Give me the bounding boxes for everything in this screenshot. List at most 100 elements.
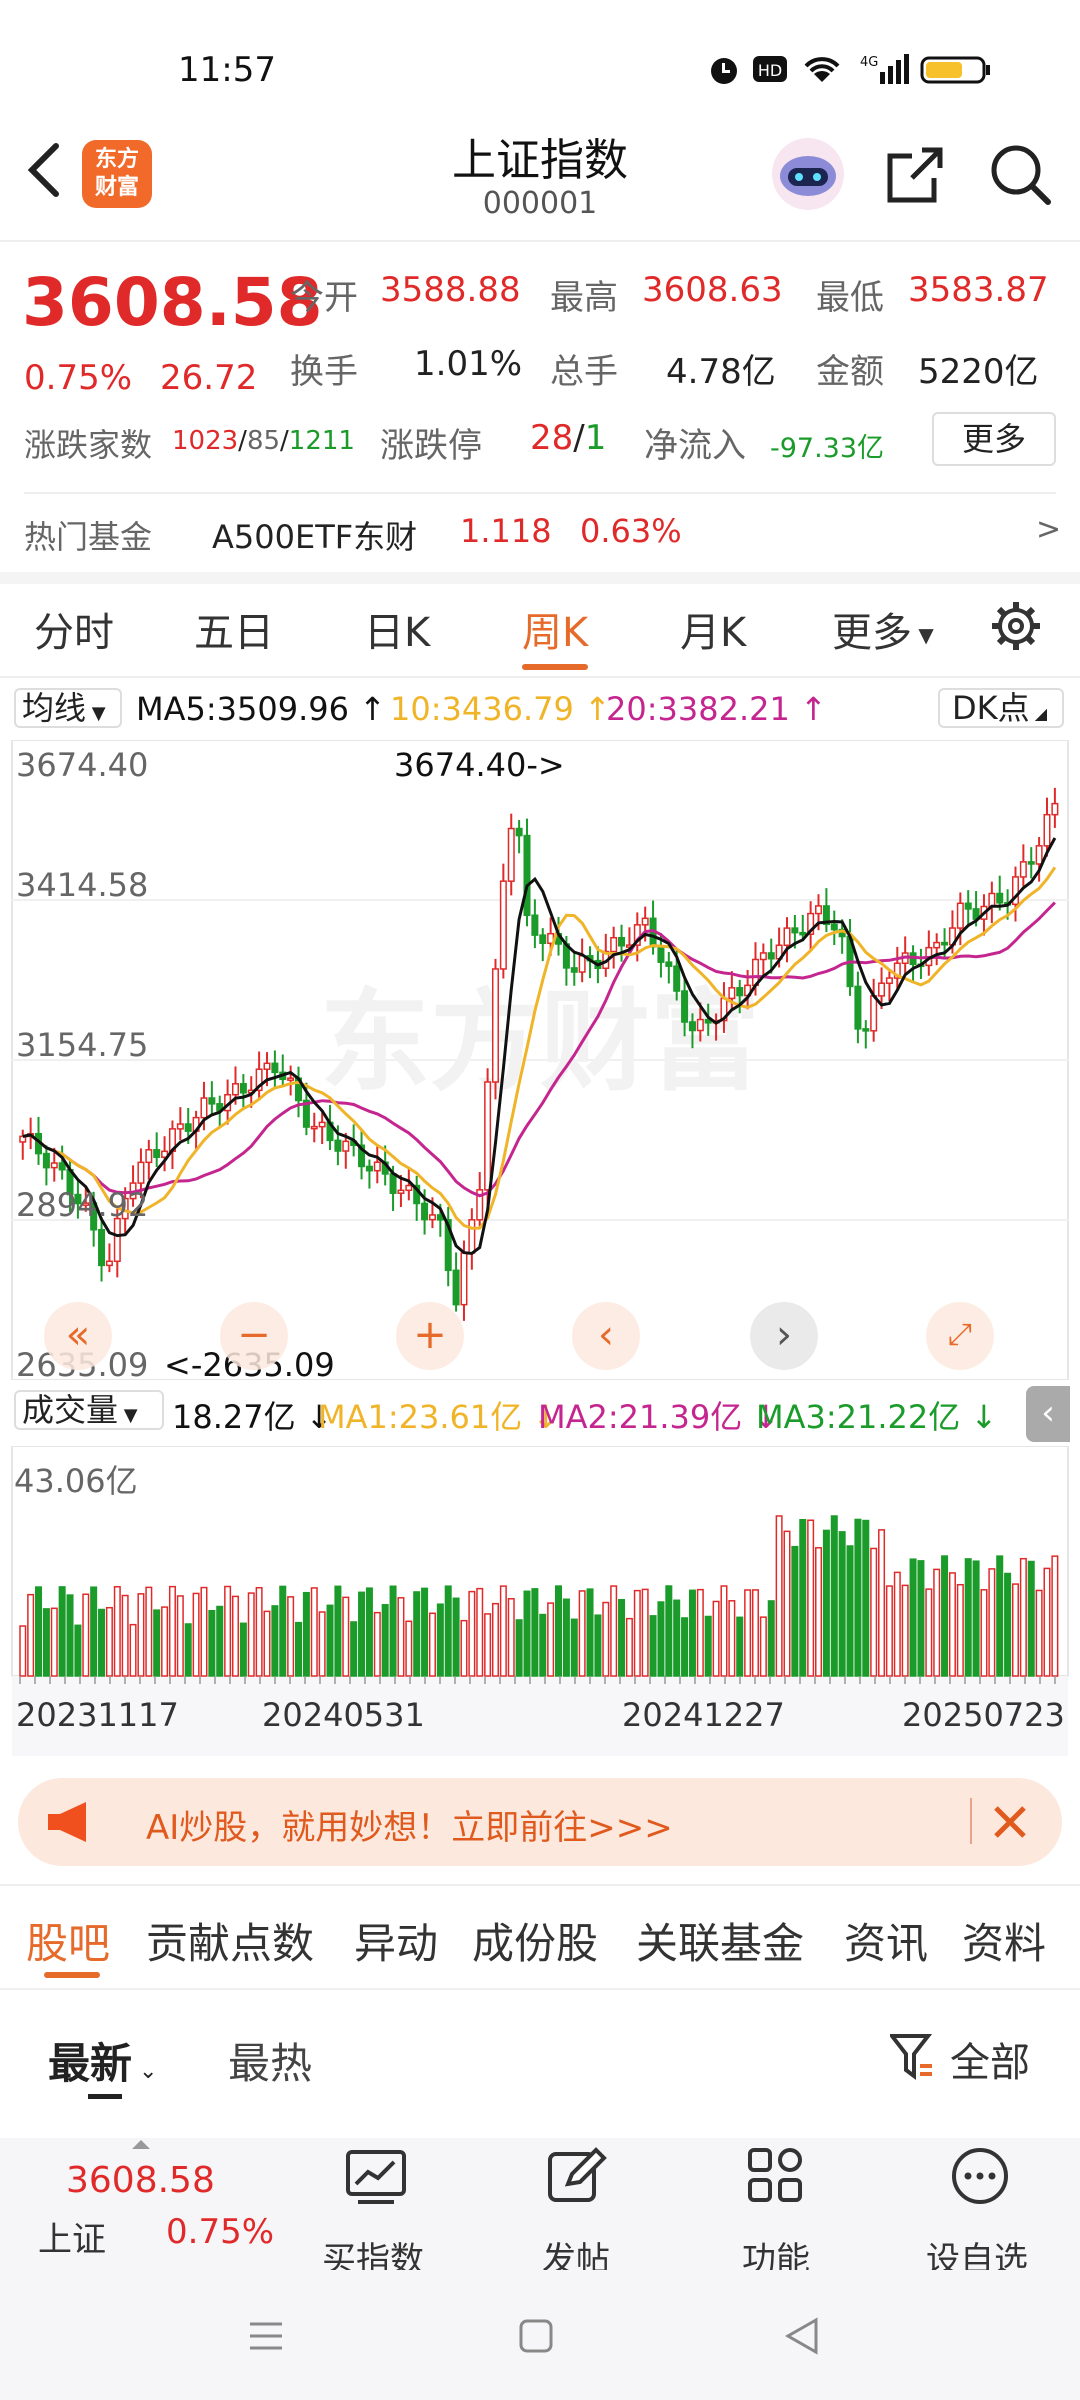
volume-bar [176,1595,184,1677]
volume-bar [988,1568,996,1677]
recents-menu-icon[interactable] [246,2316,286,2356]
candle-body [1035,845,1043,865]
candle-body [499,880,507,970]
ai-banner[interactable]: AI炒股，就用妙想！立即前往>>> [18,1778,1062,1866]
ma5-value: MA5:3509.96 ↑ [136,690,386,728]
volume-bar [1027,1560,1035,1677]
y-label-max: 3674.40 [16,746,149,784]
amount-label: 金额 [816,352,884,392]
tab-intraday[interactable]: 分时 [34,610,114,656]
tab-five-day[interactable]: 五日 [194,610,274,656]
buy-index-icon[interactable] [344,2148,408,2208]
volume-bar [200,1586,208,1677]
volume-bar [358,1591,366,1677]
ma-select[interactable]: 均线 ▼ [14,688,122,728]
date-label-2: 20240531 [262,1696,425,1734]
volume-bar [744,1589,752,1677]
open-value: 3588.88 [380,270,521,310]
volume-bar [523,1590,531,1677]
chart-zoom-in-button[interactable]: + [396,1302,464,1370]
candle-body [98,1229,106,1267]
candle-body [200,1097,208,1119]
candle-body [58,1162,66,1171]
candle-body [815,905,823,915]
candle-body [334,1139,342,1152]
chart-zoom-out-button[interactable]: − [220,1302,288,1370]
subtab-constituents[interactable]: 成份股 [472,1919,599,1968]
tab-weekly-k[interactable]: 周K [522,610,589,656]
subtab-anomaly[interactable]: 异动 [354,1919,439,1968]
candle-body [460,1252,468,1306]
filter-icon[interactable] [890,2032,934,2082]
functions-grid-icon[interactable] [746,2146,804,2204]
post-edit-icon[interactable] [546,2144,608,2206]
expand-caret-icon[interactable] [132,2140,150,2149]
volume-bar [838,1531,846,1677]
candle-body [263,1062,271,1070]
volume-bar [775,1515,783,1677]
bottom-price[interactable]: 3608.58 [66,2160,215,2201]
high-label: 最高 [550,278,618,318]
volume-bar [279,1585,287,1677]
tab-daily-k[interactable]: 日K [364,610,431,656]
volume-bar [941,1555,949,1677]
volume-bar [326,1604,334,1677]
candle-body [885,977,893,984]
chart-next-button[interactable]: › [750,1302,818,1370]
chart-prev-button[interactable]: ‹ [572,1302,640,1370]
filter-all[interactable]: 全部 [950,2040,1030,2086]
volume-bar [82,1593,90,1677]
volume-chart[interactable] [0,1446,1080,1756]
ma10-value: 10:3436.79 ↑ [390,690,611,728]
candle-body [484,1081,492,1191]
candle-body [491,968,499,1083]
volume-bar [704,1615,712,1677]
collapse-panel-button[interactable]: ‹ [1026,1386,1070,1442]
volume-bar [342,1596,350,1677]
bottom-action-bar [0,2138,1080,2270]
close-icon[interactable] [990,1802,1030,1842]
alarm-icon [711,58,737,84]
back-arrow-icon[interactable] [24,140,64,200]
search-icon[interactable] [986,140,1054,208]
volume-bar [208,1609,216,1677]
tab-monthly-k[interactable]: 月K [680,610,747,656]
add-watchlist-icon[interactable] [950,2146,1010,2206]
hot-fund-name[interactable]: A500ETF东财 [212,518,418,556]
updown-label: 涨跌家数 [24,426,153,464]
candle-body [342,1140,350,1152]
netflow-label: 净流入 [644,426,746,466]
indicator-select[interactable]: 成交量 ▼ [14,1390,164,1430]
kline-chart[interactable]: 东方财富 [0,740,1080,1380]
tab-more[interactable]: 更多 ▼ [832,610,934,656]
hot-fund-arrow[interactable]: > [1036,512,1062,547]
ai-robot-icon[interactable] [770,136,846,212]
back-triangle-icon[interactable] [782,2316,822,2356]
share-icon[interactable] [884,142,948,206]
subtab-profile[interactable]: 资料 [962,1919,1047,1968]
volume-bar [491,1602,499,1677]
subtab-news[interactable]: 资讯 [844,1919,929,1968]
chart-fullscreen-button[interactable]: ⤢ [926,1302,994,1370]
volume-bar [925,1588,933,1677]
volume-bar [870,1547,878,1677]
x-axis-ticks [19,1676,1056,1684]
subtab-forum[interactable]: 股吧 [26,1919,111,1968]
subtab-contribution[interactable]: 贡献点数 [146,1919,315,1968]
bottom-index-name: 上证 [38,2220,106,2260]
volume-bar [633,1589,641,1677]
volume-bar [547,1602,555,1677]
volume-bar [90,1586,98,1677]
settings-gear-icon[interactable] [990,600,1042,652]
sort-hottest[interactable]: 最热 [228,2039,313,2088]
subtab-related-funds[interactable]: 关联基金 [636,1919,805,1968]
candle-body [302,1099,310,1128]
more-button[interactable]: 更多 [932,412,1056,466]
volume-bar [539,1613,547,1677]
dk-point-toggle[interactable]: DK点 ◢ [938,688,1064,728]
volume-bar [421,1587,429,1677]
home-square-icon[interactable] [516,2316,556,2356]
sort-newest[interactable]: 最新 ⌄ [48,2039,158,2088]
chart-rewind-button[interactable]: « [44,1302,112,1370]
volume-bar [224,1585,232,1677]
